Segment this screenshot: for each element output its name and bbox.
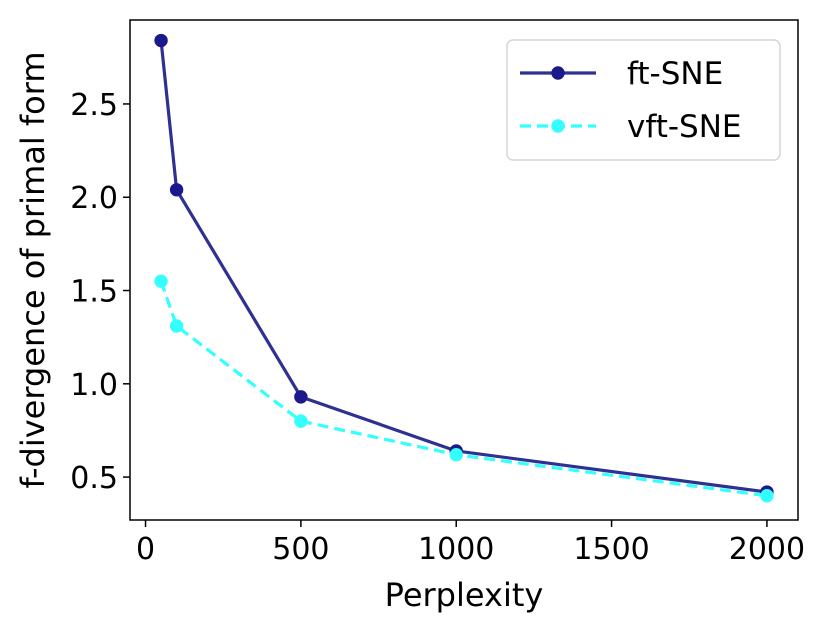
data-point-vft-sne <box>294 414 308 428</box>
legend-marker-ft-sne <box>551 66 565 80</box>
x-tick-label: 1500 <box>573 532 649 567</box>
data-point-vft-sne <box>154 274 168 288</box>
y-tick-label: 1.5 <box>70 275 118 310</box>
x-tick-label: 0 <box>136 532 155 567</box>
data-point-ft-sne <box>154 33 168 48</box>
data-point-ft-sne <box>169 183 184 197</box>
data-point-vft-sne <box>169 319 184 333</box>
legend-label-ft-sne: ft-SNE <box>627 56 723 92</box>
y-axis-label: f-divergence of primal form <box>14 51 52 488</box>
legend-marker-vft-sne <box>551 119 565 133</box>
data-point-ft-sne <box>294 390 308 404</box>
y-tick-label: 1.0 <box>70 368 118 403</box>
series-layer <box>154 33 774 503</box>
x-tick-label: 1000 <box>418 532 494 567</box>
y-tick-label: 2.0 <box>70 181 118 216</box>
legend-label-vft-sne: vft-SNE <box>627 109 742 145</box>
series-line-vft-sne <box>159 280 768 498</box>
legend-entries: ft-SNE vft-SNE <box>520 56 742 145</box>
x-tick-label: 2000 <box>729 532 805 567</box>
y-tick-label: 2.5 <box>70 88 118 123</box>
x-tick-label: 500 <box>272 532 329 567</box>
legend-frame <box>506 39 781 161</box>
legend: ft-SNE vft-SNE <box>506 39 781 161</box>
x-axis-label: Perplexity <box>385 576 544 614</box>
y-axis-ticks: 0.5 1.0 1.5 2.0 2.5 <box>70 88 130 496</box>
data-point-vft-sne <box>760 489 774 503</box>
y-tick-label: 0.5 <box>70 461 118 496</box>
x-axis-ticks: 0 500 1000 1500 2000 <box>136 520 805 567</box>
plot-frame <box>129 19 799 521</box>
data-point-vft-sne <box>449 448 463 462</box>
